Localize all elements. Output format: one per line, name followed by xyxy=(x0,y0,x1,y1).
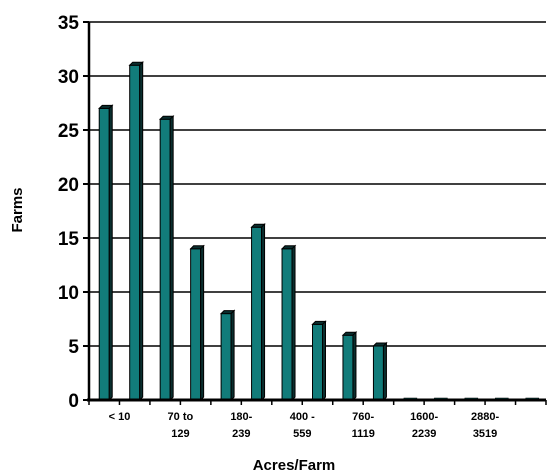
y-tick-label: 5 xyxy=(68,337,79,358)
y-tick-label: 15 xyxy=(58,229,80,250)
x-tick-label: 400 -559 xyxy=(290,411,315,440)
x-tick-label: 760-1119 xyxy=(352,411,375,440)
x-tick-label: 1600-2239 xyxy=(410,411,438,440)
y-tick-label: 10 xyxy=(58,283,79,304)
bar xyxy=(219,309,236,402)
y-tick-label: 20 xyxy=(58,175,79,196)
bar xyxy=(158,114,175,402)
bar xyxy=(372,341,388,402)
y-tick-label: 0 xyxy=(68,391,79,412)
y-axis-label: Farms xyxy=(9,187,26,232)
x-tick-label: 2880-3519 xyxy=(471,411,499,440)
x-tick-labels: < 10 70 to 129 180-239 400 -559 760-1119 1600-… xyxy=(109,411,500,440)
y-tick-label: 30 xyxy=(58,67,79,88)
bars xyxy=(98,60,540,402)
x-tick-label: 70 to 129 xyxy=(168,411,194,440)
bar xyxy=(341,330,358,402)
bar xyxy=(311,320,327,402)
bar xyxy=(128,60,144,402)
x-tick-label: 180-239 xyxy=(230,411,252,440)
y-tick-labels: 0 5 10 15 20 25 30 35 xyxy=(58,13,80,412)
y-tick-label: 35 xyxy=(58,13,80,34)
x-tick-label: < 10 xyxy=(109,411,131,423)
gridlines xyxy=(89,21,546,347)
y-tick-label: 25 xyxy=(58,121,80,142)
bar xyxy=(280,244,297,402)
x-axis-label: Acres/Farm xyxy=(253,457,336,474)
bar xyxy=(250,222,266,402)
bar xyxy=(98,104,114,402)
bar xyxy=(189,244,205,402)
axes xyxy=(83,21,547,405)
